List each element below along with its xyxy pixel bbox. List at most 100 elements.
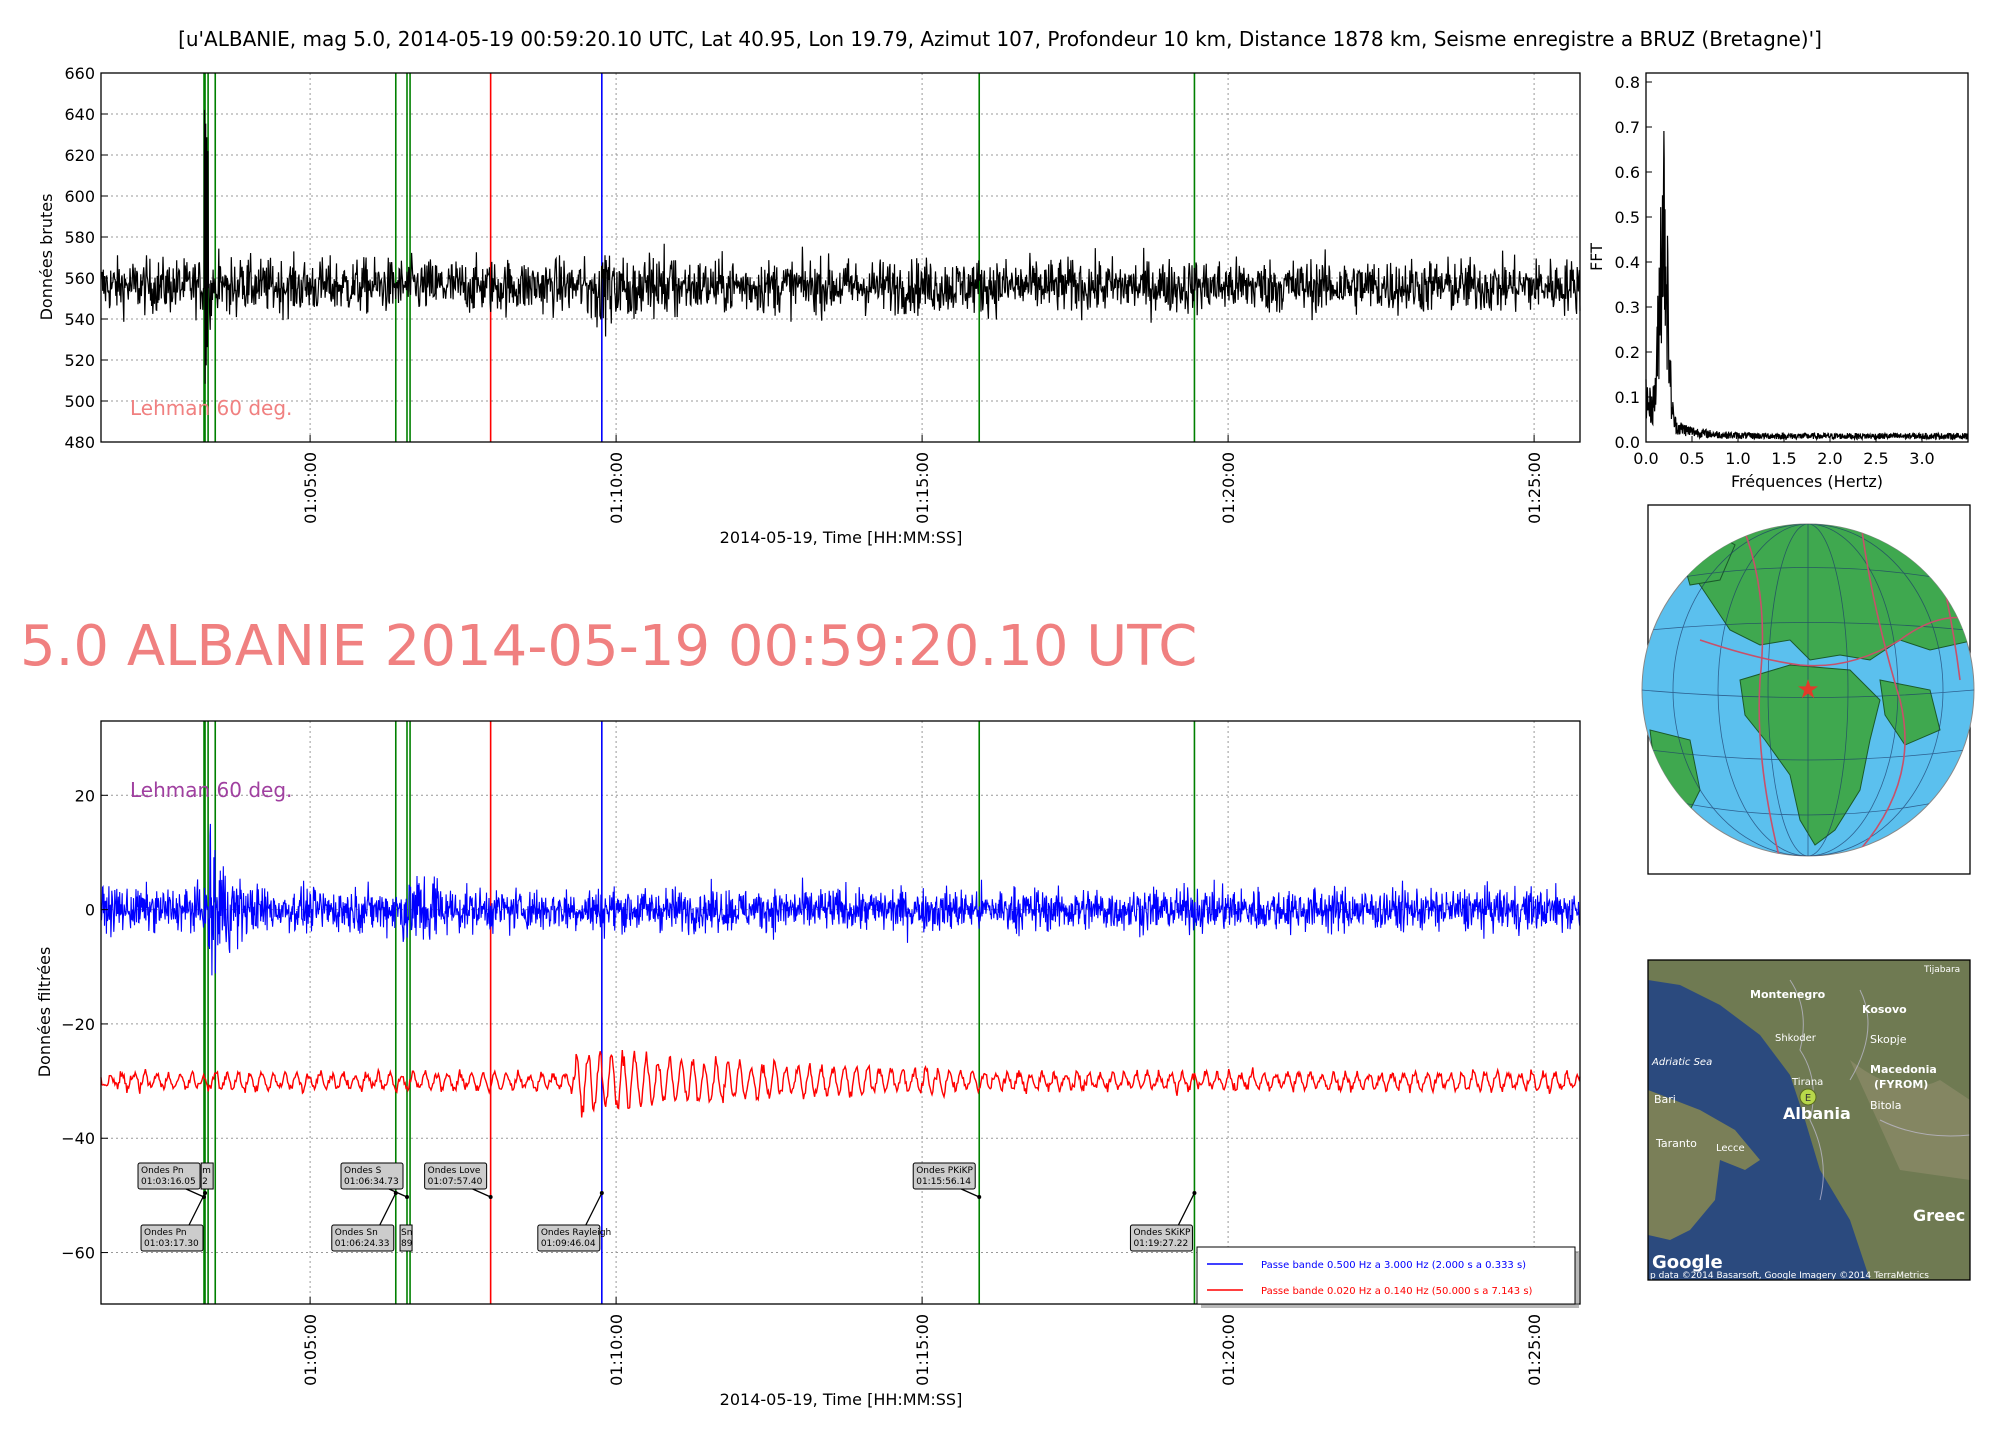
phase-label-arrowhead (977, 1195, 982, 1199)
phase-label-box-partial (399, 1224, 413, 1252)
x-tick-label: 01:20:00 (1219, 1314, 1238, 1386)
phase-label-partial-top: Sn (401, 1228, 412, 1238)
phase-label-partial-bottom: 2 (202, 1177, 208, 1187)
y-tick-label: 540 (64, 310, 95, 329)
y-tick-label: 0.2 (1615, 343, 1640, 362)
phase-label-box (912, 1162, 976, 1190)
fft-trace-line (1645, 130, 1969, 442)
y-tick-label: 500 (64, 392, 95, 411)
phase-label-arrow (1177, 1192, 1196, 1226)
x-tick-label: 01:05:00 (301, 452, 320, 524)
y-tick-label: 0.0 (1615, 433, 1640, 452)
y-tick-label: 0.3 (1615, 298, 1640, 317)
phase-label-partial-bottom: 89 (401, 1239, 413, 1249)
y-tick-label: −60 (61, 1244, 95, 1263)
map-label-kosovo: Kosovo (1862, 1003, 1907, 1016)
y-tick-label: 560 (64, 269, 95, 288)
raw-annotation: Lehman 60 deg. (130, 396, 292, 420)
globe-panel: ★ (1641, 504, 1975, 875)
map-marker-icon (1799, 1088, 1817, 1106)
phase-label-partial-top: m (202, 1166, 211, 1176)
y-tick-label: 520 (64, 351, 95, 370)
filtered-grid (101, 721, 1580, 1304)
phase-label-arrow (188, 1192, 206, 1226)
phase-label-arrow (185, 1188, 205, 1198)
phase-label-time: 01:06:34.73 (344, 1177, 399, 1187)
y-tick-label: 620 (64, 146, 95, 165)
y-tick-label: 0.7 (1615, 118, 1640, 137)
phase-label-box (340, 1162, 404, 1190)
filtered-x-ticks: 01:05:00 01:10:00 01:15:00 01:20:00 01:25:00 (301, 1297, 1544, 1386)
phase-label-box (331, 1224, 395, 1252)
phase-label-time: 01:09:46.04 (541, 1239, 596, 1249)
phase-label-box (424, 1162, 488, 1190)
map-attribution: p data ©2014 Basarsoft, Google Imagery ©… (1650, 1271, 1929, 1281)
fft-ylabel: FFT (1587, 243, 1606, 271)
y-tick-label: 600 (64, 187, 95, 206)
y-tick-label: 580 (64, 228, 95, 247)
fft-xlabel: Fréquences (Hertz) (1731, 472, 1883, 491)
map-label-taranto: Taranto (1655, 1137, 1697, 1150)
raw-vlines (203, 73, 1196, 442)
red-band-trace-line (100, 1049, 1581, 1118)
map-label-lecce: Lecce (1716, 1143, 1745, 1154)
y-tick-label: −20 (61, 1015, 95, 1034)
phase-label-arrowhead (488, 1195, 493, 1199)
raw-trace-line (100, 109, 1581, 384)
x-tick-label: 2.5 (1863, 449, 1888, 468)
filtered-plot-frame (100, 720, 1581, 1305)
phase-label-box-partial (200, 1162, 214, 1190)
map-label-tirana: Tirana (1791, 1077, 1823, 1088)
phase-label-name: Ondes Love (428, 1166, 481, 1176)
filtered-annotation: Lehman 60 deg. (130, 778, 292, 802)
satellite-map-frame (1647, 959, 1971, 1281)
y-tick-label: 640 (64, 105, 95, 124)
phase-label-name: Ondes S (344, 1166, 382, 1176)
phase-label-time: 01:03:17.30 (144, 1239, 199, 1249)
map-label-skopje: Skopje (1870, 1033, 1907, 1046)
y-tick-label: 0.5 (1615, 208, 1640, 227)
filtered-y-ticks: −60 −40 −20 0 20 (61, 786, 108, 1263)
phase-label-time: 01:07:57.40 (428, 1177, 483, 1187)
phase-label-name: Ondes Rayleigh (541, 1228, 611, 1238)
phase-label-time: 01:19:27.22 (1133, 1239, 1188, 1249)
legend-label-red: Passe bande 0.020 Hz a 0.140 Hz (50.000 … (1261, 1286, 1533, 1297)
x-tick-label: 01:15:00 (913, 1314, 932, 1386)
blue-band-trace-line (100, 823, 1581, 976)
x-tick-label: 01:10:00 (607, 1314, 626, 1386)
phase-label-time: 01:03:16.05 (141, 1177, 196, 1187)
phase-label-name: Ondes Pn (144, 1228, 187, 1238)
legend-box (1196, 1246, 1576, 1305)
fft-x-ticks: 0.0 0.5 1.0 1.5 2.0 2.5 3.0 (1633, 436, 1935, 468)
map-label-adriatic: Adriatic Sea (1651, 1057, 1712, 1068)
x-tick-label: 01:10:00 (607, 452, 626, 524)
phase-label-name: Ondes Pn (141, 1166, 184, 1176)
phase-label-box (1129, 1224, 1193, 1252)
map-label-greece: Greec (1913, 1206, 1965, 1225)
map-marker-label: E (1805, 1093, 1811, 1104)
x-tick-label: 01:20:00 (1219, 452, 1238, 524)
x-tick-label: 01:25:00 (1525, 1314, 1544, 1386)
x-tick-label: 1.5 (1771, 449, 1796, 468)
fft-panel: 0.0 0.1 0.2 0.3 0.4 0.5 0.6 0.7 0.8 0.0 0.5 1.0 1.5… (1587, 72, 1969, 491)
raw-y-ticks: 480 500 520 540 560 580 600 620 640 660 (64, 64, 108, 452)
phase-label-name: Ondes PKiKP (916, 1166, 973, 1176)
y-tick-label: 0 (85, 901, 95, 920)
phase-label-name: Ondes Sn (335, 1228, 378, 1238)
filtered-vlines (203, 721, 1196, 1304)
map-label-albania: Albania (1783, 1104, 1851, 1123)
x-tick-label: 0.0 (1633, 449, 1658, 468)
map-label-shkoder: Shkoder (1775, 1033, 1817, 1044)
phase-label-box (537, 1224, 601, 1252)
phase-label-arrowhead (393, 1191, 398, 1195)
raw-plot-frame (100, 72, 1581, 443)
phase-label-box (140, 1224, 204, 1252)
raw-xlabel: 2014-05-19, Time [HH:MM:SS] (720, 528, 963, 547)
x-tick-label: 01:15:00 (913, 452, 932, 524)
y-tick-label: 480 (64, 433, 95, 452)
phase-label-arrowhead (203, 1191, 208, 1195)
